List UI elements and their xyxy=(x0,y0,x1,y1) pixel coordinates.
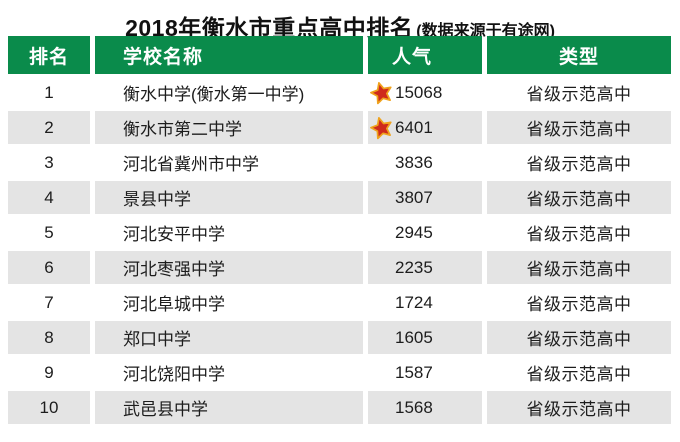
rank-cell: 9 xyxy=(44,362,54,382)
popularity-value: 1605 xyxy=(395,327,433,347)
school-name-cell: 衡水中学(衡水第一中学) xyxy=(123,85,305,104)
popularity-cell: 2945 xyxy=(368,216,482,249)
school-name-cell: 郑口中学 xyxy=(95,321,363,354)
popularity-cell: 3807 xyxy=(368,181,482,214)
school-name-cell: 河北饶阳中学 xyxy=(123,365,225,384)
popularity-value: 1568 xyxy=(395,397,433,417)
popularity-cell: 3836 xyxy=(368,146,482,179)
popularity-cell: 1724 xyxy=(368,286,482,319)
school-name-cell: 河北枣强中学 xyxy=(95,251,363,284)
rank-cell: 6 xyxy=(8,251,90,284)
popularity-value: 2945 xyxy=(395,222,433,242)
ranking-table: 排名 学校名称 人气 类型 1 衡水中学(衡水第一中学) 15068 省级示范高… xyxy=(8,36,671,424)
school-name-cell: 河北阜城中学 xyxy=(123,295,225,314)
school-name-cell: 衡水市第二中学 xyxy=(95,111,363,144)
page-title: 2018年衡水市重点高中排名 (数据来源于有途网) xyxy=(0,0,680,41)
rank-cell: 5 xyxy=(44,222,54,242)
rank-cell: 8 xyxy=(8,321,90,354)
type-cell: 省级示范高中 xyxy=(487,251,671,284)
type-cell: 省级示范高中 xyxy=(526,365,632,384)
star-icon xyxy=(369,116,393,140)
school-name-cell: 河北省冀州市中学 xyxy=(123,155,259,174)
type-cell: 省级示范高中 xyxy=(487,181,671,214)
popularity-cell: 6401 xyxy=(368,111,482,144)
type-cell: 省级示范高中 xyxy=(526,295,632,314)
type-cell: 省级示范高中 xyxy=(526,155,632,174)
header-type: 类型 xyxy=(487,36,671,74)
school-name-cell: 武邑县中学 xyxy=(95,391,363,424)
page-title-source: (数据来源于有途网) xyxy=(416,23,555,40)
rank-cell: 1 xyxy=(44,82,54,102)
popularity-value: 3836 xyxy=(395,152,433,172)
type-cell: 省级示范高中 xyxy=(526,85,632,104)
school-name-cell: 景县中学 xyxy=(95,181,363,214)
popularity-cell: 1587 xyxy=(368,356,482,389)
header-popularity: 人气 xyxy=(368,36,482,74)
popularity-value: 6401 xyxy=(395,117,433,137)
popularity-cell: 15068 xyxy=(368,76,482,109)
popularity-cell: 1568 xyxy=(368,391,482,424)
rank-cell: 4 xyxy=(8,181,90,214)
header-school-name: 学校名称 xyxy=(95,36,363,74)
star-icon xyxy=(369,81,393,105)
popularity-value: 1587 xyxy=(395,362,433,382)
rank-cell: 3 xyxy=(44,152,54,172)
header-rank: 排名 xyxy=(8,36,90,74)
popularity-value: 3807 xyxy=(395,187,433,207)
type-cell: 省级示范高中 xyxy=(487,321,671,354)
rank-cell: 7 xyxy=(44,292,54,312)
type-cell: 省级示范高中 xyxy=(526,225,632,244)
rank-cell: 2 xyxy=(8,111,90,144)
popularity-value: 2235 xyxy=(395,257,433,277)
school-name-cell: 河北安平中学 xyxy=(123,225,225,244)
popularity-value: 15068 xyxy=(395,82,443,102)
rank-cell: 10 xyxy=(8,391,90,424)
type-cell: 省级示范高中 xyxy=(487,111,671,144)
type-cell: 省级示范高中 xyxy=(487,391,671,424)
popularity-value: 1724 xyxy=(395,292,433,312)
popularity-cell: 2235 xyxy=(368,251,482,284)
popularity-cell: 1605 xyxy=(368,321,482,354)
